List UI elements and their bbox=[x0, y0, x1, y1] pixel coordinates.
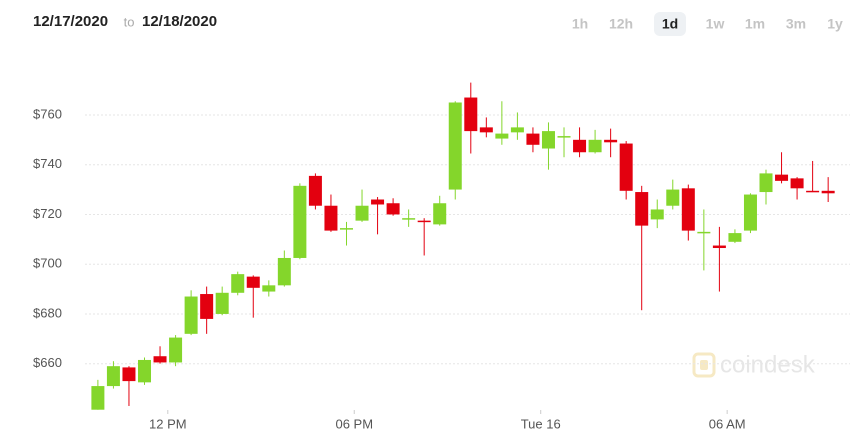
candle-body bbox=[635, 192, 649, 226]
candle-body bbox=[308, 175, 322, 206]
logo-inner bbox=[700, 360, 708, 370]
y-tick-label: $720 bbox=[33, 206, 62, 221]
candle-body bbox=[728, 233, 742, 242]
candle-body bbox=[386, 203, 400, 215]
y-tick-label: $760 bbox=[33, 106, 62, 121]
candle-body bbox=[448, 102, 462, 190]
candle-body bbox=[541, 131, 555, 149]
candle-body bbox=[619, 143, 633, 191]
candle-body bbox=[138, 359, 151, 383]
candle-body bbox=[200, 294, 214, 319]
candle-body bbox=[231, 274, 245, 293]
candle-body bbox=[604, 139, 618, 143]
candle-body bbox=[681, 188, 695, 231]
range-button[interactable]: 3m bbox=[786, 16, 806, 32]
candle-body bbox=[91, 386, 105, 410]
candle-body bbox=[169, 337, 183, 363]
candle-body bbox=[433, 203, 447, 225]
candle-body bbox=[371, 199, 385, 205]
candle-body bbox=[790, 178, 804, 189]
logo bbox=[692, 352, 716, 378]
range-button[interactable]: 1w bbox=[706, 16, 725, 32]
y-tick-label: $660 bbox=[33, 355, 62, 370]
candle-body bbox=[697, 231, 711, 234]
watermark-icon bbox=[692, 352, 716, 378]
candle-body bbox=[402, 218, 416, 220]
date-separator: to bbox=[124, 14, 135, 29]
candle-body bbox=[743, 194, 757, 231]
candle-body bbox=[246, 276, 260, 288]
candle-body bbox=[588, 139, 602, 153]
candle-body bbox=[122, 367, 136, 382]
x-tick-label: Tue 16 bbox=[521, 416, 561, 431]
range-button[interactable]: 1m bbox=[745, 16, 765, 32]
candle-body bbox=[712, 245, 726, 249]
range-button[interactable]: 1y bbox=[827, 16, 843, 32]
candle-body bbox=[650, 209, 664, 220]
candle-body bbox=[153, 356, 167, 363]
candle-body bbox=[215, 292, 229, 314]
candle-body bbox=[510, 127, 524, 133]
x-tick-label: 06 PM bbox=[335, 416, 373, 431]
x-tick-label: 06 AM bbox=[709, 416, 746, 431]
candle-body bbox=[666, 189, 680, 206]
candle-body bbox=[479, 127, 493, 133]
range-button[interactable]: 1d bbox=[662, 16, 678, 32]
candle-body bbox=[184, 296, 198, 334]
candle-body bbox=[417, 220, 431, 223]
y-tick-label: $740 bbox=[33, 156, 62, 171]
candle-body bbox=[821, 190, 835, 194]
x-tick-label: 12 PM bbox=[149, 416, 187, 431]
range-buttons: 1h 12h 1d 1w 1m 3m 1y bbox=[572, 12, 843, 36]
candle-body bbox=[495, 133, 509, 139]
candle-body bbox=[526, 133, 540, 145]
candle-body bbox=[557, 136, 571, 138]
y-tick-label: $700 bbox=[33, 256, 62, 271]
candle-body bbox=[339, 228, 353, 230]
candle-body bbox=[775, 174, 789, 181]
candle-body bbox=[759, 173, 773, 193]
candle-body bbox=[355, 205, 369, 221]
end-date: 12/18/2020 bbox=[142, 13, 217, 30]
range-button[interactable]: 1h bbox=[572, 16, 588, 32]
range-button[interactable]: 12h bbox=[609, 16, 633, 32]
start-date: 12/17/2020 bbox=[33, 13, 108, 30]
candle-body bbox=[464, 97, 478, 132]
candle-body bbox=[573, 139, 587, 153]
y-tick-label: $680 bbox=[33, 305, 62, 320]
candle-body bbox=[262, 285, 276, 292]
candle-body bbox=[324, 205, 338, 231]
candle-body bbox=[106, 366, 120, 387]
watermark: coindesk bbox=[720, 351, 816, 378]
candle-body bbox=[806, 190, 820, 193]
candle-body bbox=[277, 257, 291, 286]
range-selected-bg bbox=[654, 12, 686, 36]
candle-body bbox=[293, 185, 307, 258]
